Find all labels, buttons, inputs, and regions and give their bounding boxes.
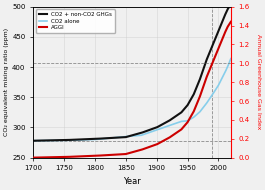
CO2 alone	[229, 57, 232, 60]
Y-axis label: Annual Greenhouse Gas Index: Annual Greenhouse Gas Index	[256, 34, 261, 130]
AGGI	[209, 65, 213, 67]
AGGI	[32, 157, 35, 159]
CO2 + non-CO2 GHGs	[32, 140, 35, 142]
AGGI	[150, 145, 153, 147]
CO2 alone	[72, 139, 75, 141]
CO2 + non-CO2 GHGs	[150, 128, 153, 130]
Y-axis label: CO₂ equivalent mixing ratio (ppm): CO₂ equivalent mixing ratio (ppm)	[4, 28, 9, 136]
Line: AGGI: AGGI	[33, 22, 231, 158]
Legend: CO2 + non-CO2 GHGs, CO2 alone, AGGI: CO2 + non-CO2 GHGs, CO2 alone, AGGI	[36, 10, 115, 33]
CO2 alone	[150, 131, 153, 133]
CO2 alone	[172, 123, 175, 125]
AGGI	[72, 156, 75, 158]
AGGI	[156, 143, 159, 145]
CO2 alone	[209, 96, 213, 98]
CO2 + non-CO2 GHGs	[229, 3, 232, 5]
CO2 alone	[156, 128, 159, 131]
AGGI	[119, 153, 122, 155]
AGGI	[229, 21, 232, 23]
CO2 + non-CO2 GHGs	[209, 48, 213, 50]
CO2 alone	[32, 140, 35, 142]
CO2 + non-CO2 GHGs	[119, 136, 122, 139]
AGGI	[172, 134, 175, 136]
Line: CO2 + non-CO2 GHGs: CO2 + non-CO2 GHGs	[33, 4, 231, 141]
CO2 alone	[119, 136, 122, 138]
CO2 + non-CO2 GHGs	[72, 139, 75, 141]
CO2 + non-CO2 GHGs	[172, 117, 175, 119]
CO2 + non-CO2 GHGs	[156, 126, 159, 128]
Line: CO2 alone: CO2 alone	[33, 59, 231, 141]
X-axis label: Year: Year	[123, 177, 141, 186]
